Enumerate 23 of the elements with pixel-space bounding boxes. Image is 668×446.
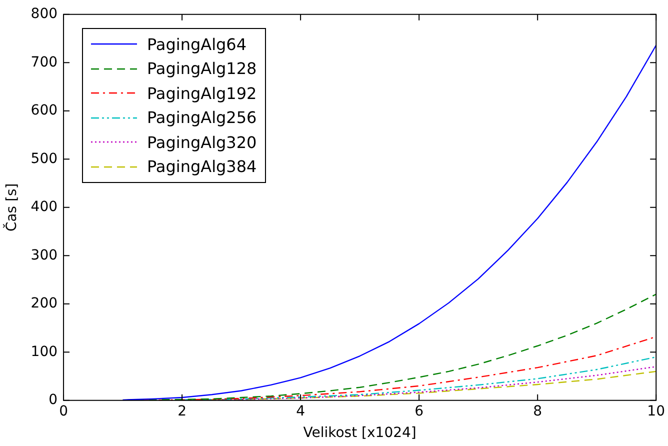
y-tick-label: 100 bbox=[30, 344, 58, 360]
legend-label: PagingAlg384 bbox=[147, 157, 257, 176]
x-tick-label: 2 bbox=[178, 403, 186, 420]
y-tick-label: 300 bbox=[30, 247, 58, 264]
x-axis-title: Velikost [x1024] bbox=[303, 425, 416, 442]
legend-label: PagingAlg128 bbox=[147, 59, 257, 78]
y-tick-label: 400 bbox=[30, 199, 58, 216]
y-tick-label: 800 bbox=[30, 6, 58, 22]
x-tick-label: 4 bbox=[296, 403, 306, 420]
legend-label: PagingAlg192 bbox=[147, 84, 257, 103]
x-tick-label: 0 bbox=[59, 403, 68, 420]
y-tick-label: 600 bbox=[30, 102, 58, 119]
legend-label: PagingAlg320 bbox=[147, 132, 257, 152]
y-tick-label: 700 bbox=[30, 54, 58, 70]
legend-label: PagingAlg64 bbox=[147, 34, 247, 54]
y-tick-label: 200 bbox=[30, 296, 58, 312]
x-tick-label: 10 bbox=[647, 403, 666, 420]
x-tick-label: 6 bbox=[414, 403, 424, 420]
y-tick-label: 0 bbox=[48, 392, 58, 408]
legend-label: PagingAlg256 bbox=[147, 108, 257, 128]
y-axis-title: Čas [s] bbox=[3, 183, 20, 232]
x-tick-label: 8 bbox=[533, 403, 542, 420]
y-tick-label: 500 bbox=[30, 150, 58, 167]
